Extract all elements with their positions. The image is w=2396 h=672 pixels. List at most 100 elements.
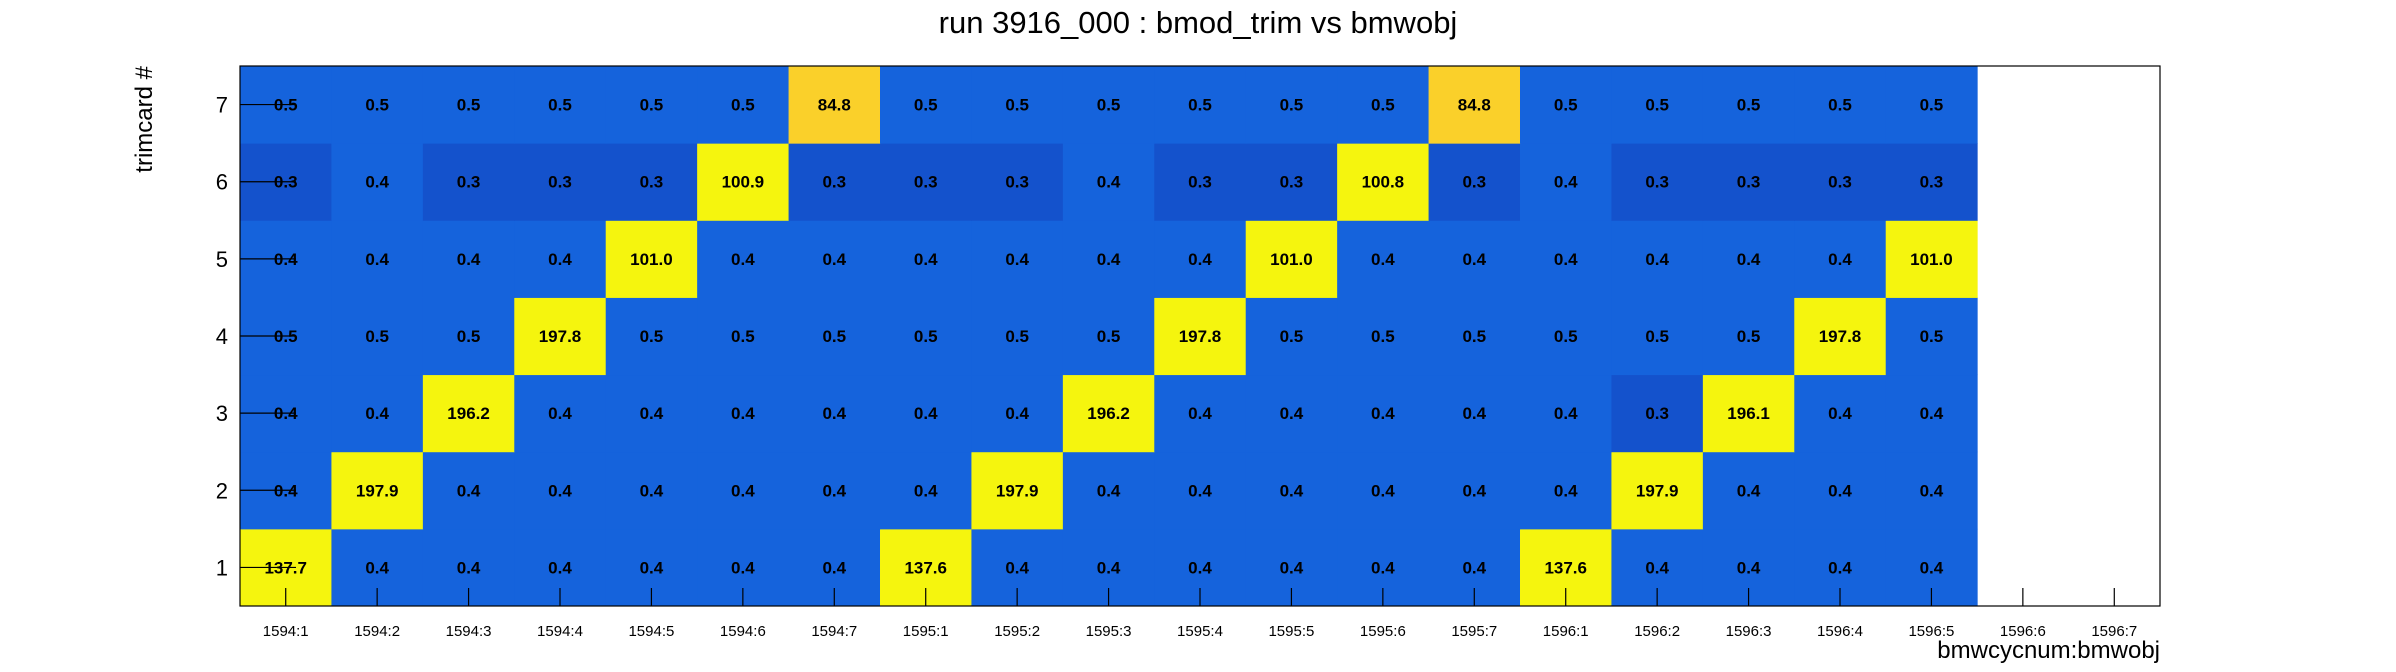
x-tick-label: 1595:6 (1360, 623, 1406, 640)
cell-value-label: 196.2 (1087, 404, 1130, 423)
heatmap-cell (1794, 374, 1887, 453)
cell-value-label: 0.5 (365, 96, 389, 115)
cell-value-label: 0.3 (822, 173, 846, 192)
heatmap-cell (1428, 451, 1521, 530)
heatmap-cell (1428, 297, 1521, 376)
cell-value-label: 0.4 (1188, 481, 1212, 500)
cell-value-label: 0.4 (1188, 404, 1212, 423)
heatmap-cell (1428, 66, 1521, 144)
cell-value-label: 0.4 (1371, 250, 1395, 269)
cell-value-label: 0.4 (1828, 404, 1852, 423)
cell-value-label: 0.4 (1828, 481, 1852, 500)
heatmap-cell (1245, 297, 1338, 376)
axes: 1594:1 1594:2 1594:3 1594:4 1594:5 1594:6 1594… (216, 65, 2161, 640)
heatmap-cell (1062, 374, 1155, 453)
cell-value-label: 0.5 (640, 327, 664, 346)
heatmap-cell (880, 374, 972, 453)
cell-value-label: 0.3 (1920, 173, 1944, 192)
cell-value-label: 0.4 (731, 404, 755, 423)
cell-value-label: 197.9 (1636, 481, 1679, 500)
cell-value-label: 0.5 (1188, 96, 1212, 115)
x-tick-label: 1596:5 (1908, 623, 1954, 640)
heatmap-cell (514, 66, 607, 144)
heatmap-cell (331, 66, 424, 144)
cell-value-label: 137.6 (904, 558, 947, 577)
heatmap-cell (971, 374, 1064, 453)
heatmap-cell (971, 220, 1064, 298)
heatmap-cell (514, 451, 607, 530)
cell-value-label: 0.5 (1645, 327, 1669, 346)
cell-value-label: 0.5 (1371, 96, 1395, 115)
heatmap-cell (1245, 66, 1338, 144)
cell-value-label: 0.4 (1920, 481, 1944, 500)
heatmap-cell (971, 451, 1064, 530)
heatmap-cell (422, 143, 515, 221)
cell-value-label: 0.4 (548, 250, 572, 269)
heatmap-cell (1794, 220, 1887, 298)
heatmap-cell (1154, 297, 1247, 376)
cell-value-label: 0.4 (1737, 558, 1761, 577)
x-tick-label: 1596:3 (1726, 623, 1772, 640)
x-tick-label: 1595:3 (1086, 623, 1132, 640)
heatmap-cell (1520, 297, 1612, 376)
cell-value-label: 0.4 (731, 558, 755, 577)
cell-value-label: 100.8 (1362, 173, 1405, 192)
cell-value-label: 0.5 (1737, 327, 1761, 346)
heatmap-cell (1337, 451, 1430, 530)
heatmap-cell (788, 297, 881, 376)
cell-value-label: 196.2 (447, 404, 490, 423)
heatmap-cell (1245, 143, 1338, 221)
cell-value-label: 0.5 (1920, 327, 1944, 346)
heatmap-cell (971, 143, 1064, 221)
x-tick-label: 1594:4 (537, 623, 583, 640)
heatmap-cell (1062, 297, 1155, 376)
heatmap-cell (880, 451, 972, 530)
cell-value-label: 0.4 (731, 250, 755, 269)
cell-value-label: 0.3 (640, 173, 664, 192)
cell-value-label: 0.4 (365, 558, 389, 577)
cell-value-label: 0.4 (1462, 250, 1486, 269)
cell-value-label: 0.4 (640, 481, 664, 500)
cell-value-label: 196.1 (1727, 404, 1770, 423)
cell-value-label: 0.4 (640, 404, 664, 423)
y-tick-label: 3 (216, 401, 228, 426)
heatmap-cell (880, 143, 972, 221)
cell-value-label: 137.6 (1544, 558, 1587, 577)
x-tick-label: 1595:1 (903, 623, 949, 640)
heatmap-cell (1428, 143, 1521, 221)
cell-value-label: 0.5 (457, 327, 481, 346)
heatmap-cell (331, 374, 424, 453)
chart-title: run 3916_000 : bmod_trim vs bmwobj (939, 5, 1458, 40)
cell-value-label: 0.4 (731, 481, 755, 500)
cell-value-label: 0.4 (1280, 481, 1304, 500)
heatmap-cell (422, 451, 515, 530)
cell-value-label: 0.4 (1097, 173, 1121, 192)
cell-value-label: 0.4 (822, 250, 846, 269)
cell-value-label: 0.5 (1097, 327, 1121, 346)
heatmap-cell (697, 66, 790, 144)
heatmap-cell (1611, 143, 1704, 221)
cell-value-label: 0.4 (1554, 173, 1578, 192)
cell-value-label: 0.4 (1097, 250, 1121, 269)
heatmap-cell (1885, 220, 1978, 298)
cell-labels: 137.7 0.4 0.4 0.4 0.4 0.4 0.4 137.6 0.4 0.4 0.4 0.4… (264, 96, 1952, 578)
cell-value-label: 0.4 (1828, 558, 1852, 577)
cell-value-label: 0.3 (548, 173, 572, 192)
x-tick-label: 1596:7 (2091, 623, 2137, 640)
heatmap-cell (1154, 66, 1247, 144)
cell-value-label: 0.4 (640, 558, 664, 577)
cell-value-label: 0.3 (1645, 404, 1669, 423)
heatmap-cell (1611, 451, 1704, 530)
cell-value-label: 0.4 (1371, 558, 1395, 577)
x-tick-label: 1594:6 (720, 623, 766, 640)
cell-value-label: 0.5 (1554, 327, 1578, 346)
heatmap-cell (971, 297, 1064, 376)
heatmap-cell (514, 143, 607, 221)
heatmap-cell (422, 66, 515, 144)
cell-value-label: 0.5 (365, 327, 389, 346)
heatmap-cell (1337, 66, 1430, 144)
heatmap-cell (697, 374, 790, 453)
cell-value-label: 0.4 (457, 481, 481, 500)
heatmap-cell (422, 297, 515, 376)
x-tick-label: 1595:5 (1268, 623, 1314, 640)
